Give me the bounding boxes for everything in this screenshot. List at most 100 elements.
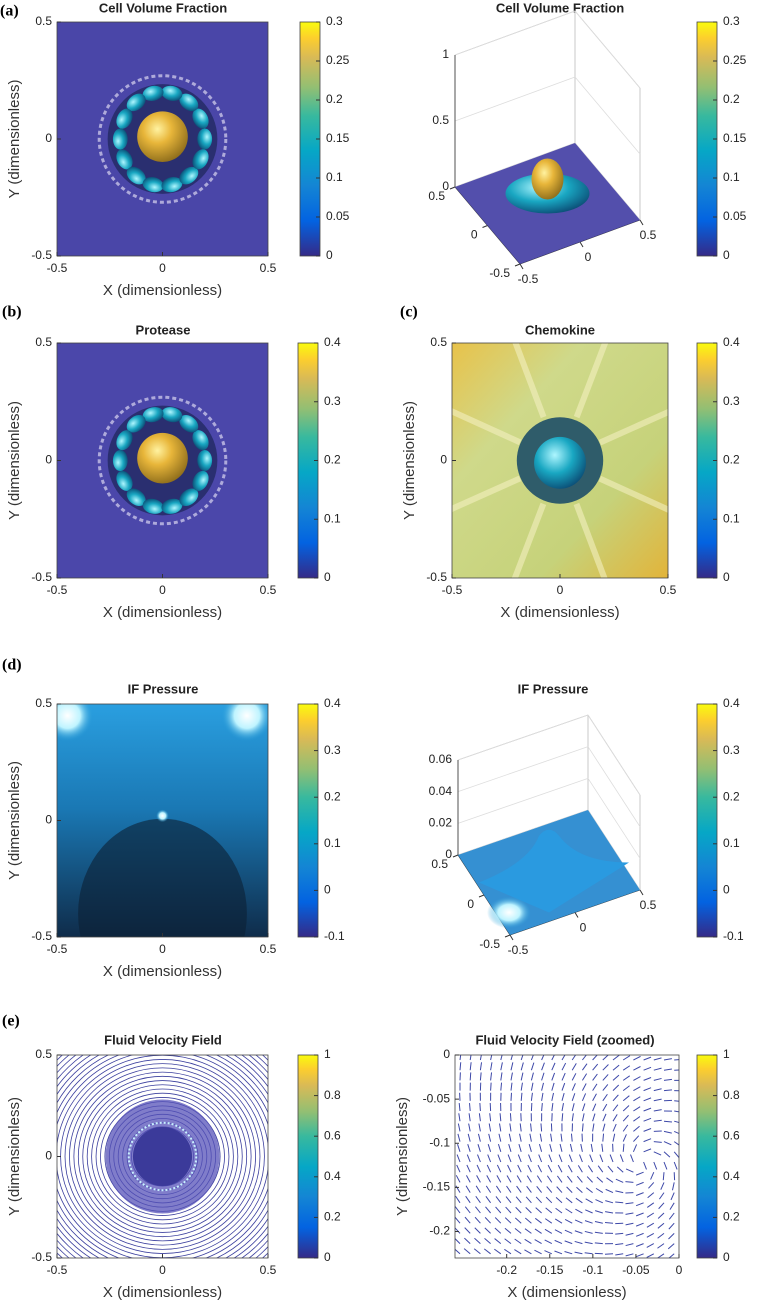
arrow <box>456 1154 461 1163</box>
colorbar-tick-label: 0.15 <box>723 131 747 145</box>
arrow <box>606 1177 614 1183</box>
arrow <box>541 1062 545 1071</box>
grid-line <box>587 778 641 859</box>
spot <box>156 809 169 823</box>
arrow <box>602 1103 608 1112</box>
panel-label: (d) <box>2 657 22 674</box>
arrow <box>653 1057 662 1061</box>
arrow <box>633 1096 641 1102</box>
arrow <box>653 1119 662 1122</box>
arrow <box>633 1125 640 1132</box>
colorbar-tick-label: 0.1 <box>723 511 740 525</box>
arrow <box>592 1063 599 1071</box>
arrow <box>479 1072 482 1081</box>
arrow <box>489 1113 492 1122</box>
arrow <box>564 1229 573 1234</box>
arrow <box>625 1253 634 1257</box>
arrow <box>653 1098 662 1102</box>
arrow <box>643 1066 652 1071</box>
arrow <box>555 1197 563 1204</box>
arrow <box>510 1072 513 1081</box>
arrow <box>580 1143 583 1152</box>
arrow <box>490 1062 493 1071</box>
arrow <box>662 1172 665 1181</box>
arrow <box>554 1218 563 1224</box>
colorbar-tick-label: 0.4 <box>324 1169 341 1183</box>
x-tick <box>639 219 644 226</box>
arrow <box>643 1107 652 1112</box>
arrow <box>484 1227 491 1234</box>
plot-image <box>57 343 268 578</box>
colorbar-tick-label: 0.3 <box>324 743 341 757</box>
arrow <box>518 1143 522 1152</box>
arrow <box>519 1123 522 1132</box>
arrow <box>455 1216 461 1224</box>
arrow <box>554 1229 563 1234</box>
plot-image <box>452 343 668 578</box>
arrow <box>507 1154 512 1163</box>
y-axis-label: Y (dimensionless) <box>6 761 23 880</box>
grid-line <box>587 714 641 796</box>
blob <box>192 149 209 170</box>
arrow <box>633 1066 641 1071</box>
colorbar-tick-label: 0.1 <box>324 836 341 850</box>
arrow <box>484 1238 491 1244</box>
arrow <box>528 1154 532 1163</box>
arrow <box>574 1230 583 1234</box>
arrow <box>517 1164 522 1173</box>
colorbar <box>297 703 319 938</box>
arrow <box>500 1072 503 1081</box>
arrow <box>635 1192 644 1196</box>
y-axis-label: Y (dimensionless) <box>6 1097 23 1216</box>
arrow <box>581 1093 587 1102</box>
arrow <box>504 1227 512 1234</box>
arrow <box>622 1105 630 1112</box>
halo <box>97 74 228 204</box>
blob <box>116 470 133 491</box>
blob <box>116 149 133 170</box>
grid-line <box>457 777 589 824</box>
arrow <box>646 1253 655 1258</box>
core <box>137 432 188 484</box>
x-tick-label: 0.5 <box>260 583 277 597</box>
x-tick-label: 0 <box>557 583 564 597</box>
arrow <box>458 1113 461 1122</box>
arrow <box>668 1212 675 1220</box>
arrow <box>581 1083 587 1091</box>
arrow <box>475 1185 481 1193</box>
arrow <box>463 1248 471 1255</box>
y-tick-label: 0 <box>467 897 474 911</box>
surface-bump <box>479 829 629 913</box>
colorbar-tick-label: 0.4 <box>723 335 740 349</box>
x-tick-label: 0 <box>159 261 166 275</box>
colorbar-tick-label: -0.1 <box>324 929 345 943</box>
arrow <box>653 1109 662 1112</box>
arrow <box>469 1072 472 1081</box>
arrow <box>488 1133 492 1142</box>
arrow <box>615 1232 624 1235</box>
colorbar-tick-label: 0.4 <box>324 696 341 710</box>
arrow <box>467 1133 471 1142</box>
x-tick <box>574 912 579 918</box>
arrow <box>485 1185 492 1193</box>
arrow <box>504 1238 512 1244</box>
arrow <box>455 1206 461 1214</box>
arrow <box>490 1055 493 1061</box>
arrow <box>605 1211 614 1214</box>
arrow <box>537 1164 543 1173</box>
arrow <box>648 1182 655 1189</box>
arrow <box>544 1250 553 1255</box>
arrow <box>643 1117 652 1122</box>
arrow <box>530 1082 534 1091</box>
arrow <box>546 1175 553 1183</box>
arrow <box>538 1143 543 1152</box>
arrow <box>622 1085 630 1091</box>
chart-title: Cell Volume Fraction <box>99 0 227 15</box>
arrow <box>585 1187 593 1193</box>
arrow <box>668 1233 675 1240</box>
arrow <box>633 1086 641 1092</box>
chart-title: Cell Volume Fraction <box>496 0 624 15</box>
arrow <box>607 1165 614 1173</box>
arrow <box>575 1197 583 1204</box>
